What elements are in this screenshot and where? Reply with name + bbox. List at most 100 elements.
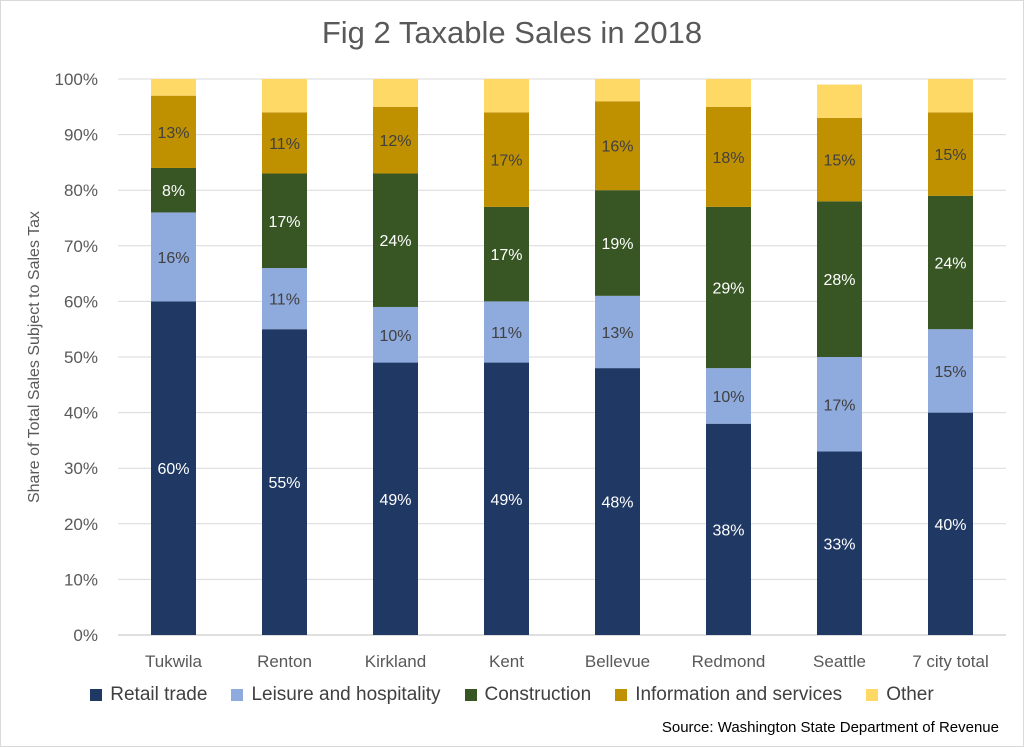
x-tick-label: 7 city total — [912, 652, 989, 671]
legend-item: Leisure and hospitality — [231, 684, 441, 706]
data-label: 15% — [934, 147, 966, 164]
data-label: 12% — [379, 133, 411, 150]
data-label: 60% — [157, 461, 189, 478]
data-label: 19% — [601, 236, 633, 253]
x-tick-label: Kent — [489, 652, 524, 671]
data-label: 33% — [823, 536, 855, 553]
source-note: Source: Washington State Department of R… — [661, 719, 999, 736]
bar-segment — [484, 112, 529, 207]
data-label: 15% — [823, 153, 855, 170]
bar-segment — [817, 201, 862, 357]
data-label: 16% — [157, 250, 189, 267]
y-tick-label: 80% — [64, 181, 98, 200]
data-label: 11% — [491, 325, 522, 342]
data-label: 8% — [162, 183, 185, 200]
bar-segment — [706, 206, 751, 369]
x-tick-label: Tukwila — [145, 652, 203, 671]
y-tick-label: 60% — [64, 292, 98, 311]
bar-segment — [373, 362, 418, 635]
chart-legend: Retail trade Leisure and hospitality Const… — [1, 684, 1023, 706]
x-tick-label: Bellevue — [585, 652, 650, 671]
bar-segment — [706, 106, 751, 207]
legend-label: Information and services — [635, 684, 843, 705]
data-label: 40% — [934, 517, 966, 534]
bar-segment — [595, 101, 640, 191]
bar-segment — [262, 329, 307, 635]
data-label: 55% — [268, 475, 300, 492]
bar-segment — [373, 306, 418, 363]
bar-segment — [262, 79, 307, 113]
chart-plot: 0% 10% 20% 30% 40% 50% 60% 70% 80% 90% 100% Share o… — [26, 70, 1006, 671]
bar-segment — [928, 112, 973, 196]
bar-segment — [595, 190, 640, 296]
y-tick-label: 70% — [64, 237, 98, 256]
bar-segment — [151, 95, 196, 168]
bar-segment — [151, 167, 196, 213]
legend-swatch — [615, 689, 628, 701]
bar-segment — [151, 212, 196, 302]
y-tick-label: 100% — [55, 70, 98, 89]
bar-segment — [706, 368, 751, 424]
legend-label: Construction — [484, 684, 592, 705]
data-label: 11% — [269, 292, 300, 309]
bar-segment — [595, 368, 640, 635]
y-tick-label: 90% — [64, 126, 98, 145]
y-tick-label: 30% — [64, 459, 98, 478]
legend-swatch — [464, 689, 477, 701]
y-tick-label: 20% — [64, 515, 98, 534]
y-tick-label: 50% — [64, 348, 98, 367]
legend-item: Other — [866, 684, 934, 706]
data-label: 17% — [268, 214, 300, 231]
data-label: 18% — [712, 150, 744, 167]
data-label: 17% — [490, 247, 522, 264]
bar-segment — [928, 412, 973, 635]
legend-item: Information and services — [615, 684, 842, 706]
data-label: 49% — [379, 492, 411, 509]
y-tick-label: 10% — [64, 570, 98, 589]
x-tick-label: Redmond — [692, 652, 766, 671]
bar-segment — [151, 301, 196, 635]
data-label: 24% — [379, 233, 411, 250]
y-tick-label: 40% — [64, 404, 98, 423]
bar-segment — [484, 362, 529, 635]
data-label: 15% — [934, 364, 966, 381]
data-label: 29% — [712, 281, 744, 298]
data-label: 49% — [490, 492, 522, 509]
x-tick-label: Renton — [257, 652, 312, 671]
legend-swatch — [231, 689, 244, 701]
legend-item: Retail trade — [90, 684, 207, 706]
bar-segment — [262, 268, 307, 330]
bar-segment — [151, 79, 196, 96]
data-label: 16% — [601, 139, 633, 156]
y-tick-label: 0% — [73, 626, 98, 645]
bar-segment — [706, 423, 751, 635]
data-label: 17% — [490, 153, 522, 170]
legend-swatch — [866, 689, 879, 701]
bar-segment — [928, 195, 973, 330]
bar-segment — [706, 79, 751, 107]
y-axis-label: Share of Total Sales Subject to Sales Ta… — [26, 211, 43, 503]
legend-item: Construction — [464, 684, 592, 706]
bar-segment — [262, 173, 307, 269]
x-tick-label: Kirkland — [365, 652, 426, 671]
bar-segment — [817, 357, 862, 452]
data-label: 13% — [157, 125, 189, 142]
bar-segment — [373, 106, 418, 174]
bar-segment — [595, 295, 640, 369]
data-label: 17% — [823, 397, 855, 414]
bar-segment — [595, 79, 640, 102]
bar-segment — [484, 79, 529, 113]
bar-segment — [373, 173, 418, 307]
legend-label: Retail trade — [110, 684, 208, 705]
chart-title: Fig 2 Taxable Sales in 2018 — [321, 15, 703, 50]
bar-segment — [928, 79, 973, 113]
data-label: 13% — [601, 325, 633, 342]
legend-label: Leisure and hospitality — [251, 684, 441, 705]
data-label: 28% — [823, 272, 855, 289]
bar-segment — [817, 451, 862, 635]
bar-segment — [928, 329, 973, 413]
x-tick-label: Seattle — [813, 652, 866, 671]
data-label: 48% — [601, 495, 633, 512]
bar-segment — [262, 112, 307, 174]
